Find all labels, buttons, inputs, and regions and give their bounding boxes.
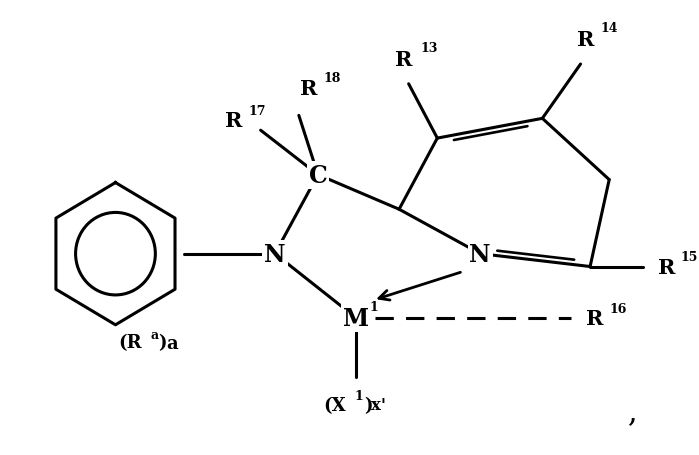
Text: C: C — [308, 163, 327, 187]
Text: R: R — [225, 111, 243, 131]
Text: 1: 1 — [370, 300, 378, 313]
Text: R: R — [658, 257, 675, 277]
Text: R: R — [395, 50, 412, 70]
Text: (X: (X — [324, 396, 347, 414]
Text: N: N — [264, 242, 286, 266]
Text: 1: 1 — [354, 389, 363, 403]
Text: R: R — [577, 30, 594, 50]
Text: ): ) — [363, 396, 373, 414]
Text: ): ) — [159, 334, 167, 352]
Text: (R: (R — [118, 334, 142, 352]
Text: 15: 15 — [681, 251, 698, 263]
Text: 18: 18 — [324, 72, 341, 85]
Text: 17: 17 — [248, 105, 266, 118]
Text: a: a — [166, 334, 178, 352]
Text: M: M — [343, 306, 369, 330]
Text: 16: 16 — [610, 302, 626, 315]
Text: 13: 13 — [420, 41, 438, 55]
Text: R: R — [300, 79, 317, 98]
Text: N: N — [470, 242, 491, 266]
Text: 14: 14 — [600, 22, 618, 35]
Text: R: R — [586, 308, 603, 328]
Text: x': x' — [371, 396, 387, 414]
Text: ,: , — [628, 396, 638, 427]
Text: a: a — [151, 329, 159, 341]
